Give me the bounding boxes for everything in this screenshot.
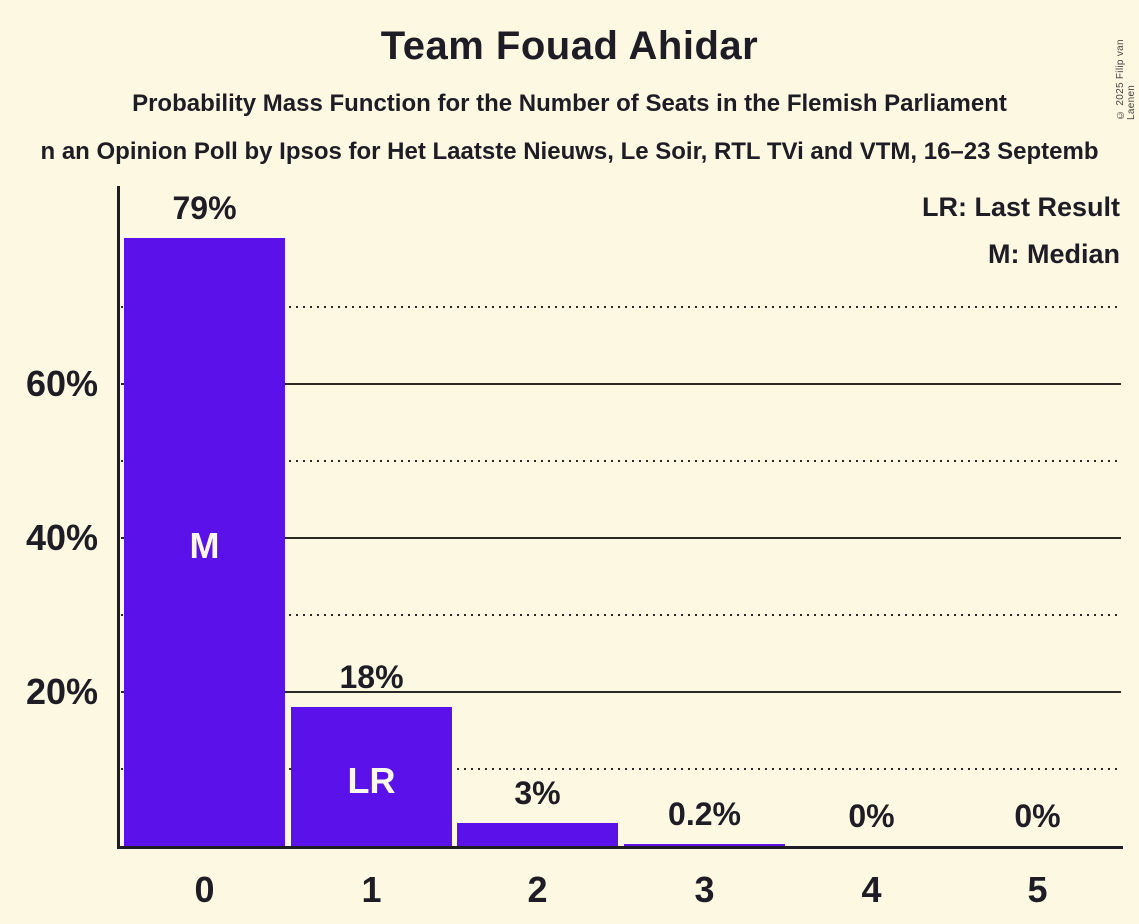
x-tick-label-5: 5 [1027,869,1048,910]
bar-seats-1 [291,707,452,846]
x-axis-line [117,846,1123,849]
bar-annotation-m: M [189,525,220,566]
bar-seats-0 [124,238,285,846]
gridline-dotted-30 [121,614,1121,616]
x-tick-label-2: 2 [527,869,548,910]
x-tick-label-4: 4 [861,869,882,910]
bar-seats-3 [624,844,785,846]
chart-subtitle: Probability Mass Function for the Number… [132,90,1007,117]
x-tick-label-0: 0 [194,869,215,910]
poll-source-line: n an Opinion Poll by Ipsos for Het Laats… [40,138,1099,165]
gridline-solid-60 [121,383,1121,385]
bar-value-label-2: 3% [514,775,561,811]
y-tick-label-60: 60% [25,363,98,404]
x-tick-label-3: 3 [694,869,715,910]
gridline-solid-20 [121,691,1121,693]
legend: LR: Last Result M: Median [720,184,1120,278]
bar-value-label-3: 0.2% [668,796,741,832]
legend-entry-median: M: Median [988,239,1120,269]
y-axis-line [117,186,120,849]
gridline-dotted-10 [121,768,1121,770]
gridline-solid-40 [121,537,1121,539]
legend-entry-last-result: LR: Last Result [921,192,1120,222]
bar-seats-2 [457,823,618,846]
bar-value-label-4: 0% [848,798,895,834]
bar-value-label-5: 0% [1014,798,1061,834]
bar-value-label-0: 79% [172,190,237,226]
y-tick-label-20: 20% [25,671,98,712]
gridline-dotted-70 [121,306,1121,308]
page-title: Team Fouad Ahidar [380,24,759,68]
bar-annotation-lr: LR [347,760,396,801]
gridline-dotted-50 [121,460,1121,462]
x-tick-label-1: 1 [361,869,382,910]
bar-value-label-1: 18% [339,659,404,695]
y-tick-label-40: 40% [25,517,98,558]
